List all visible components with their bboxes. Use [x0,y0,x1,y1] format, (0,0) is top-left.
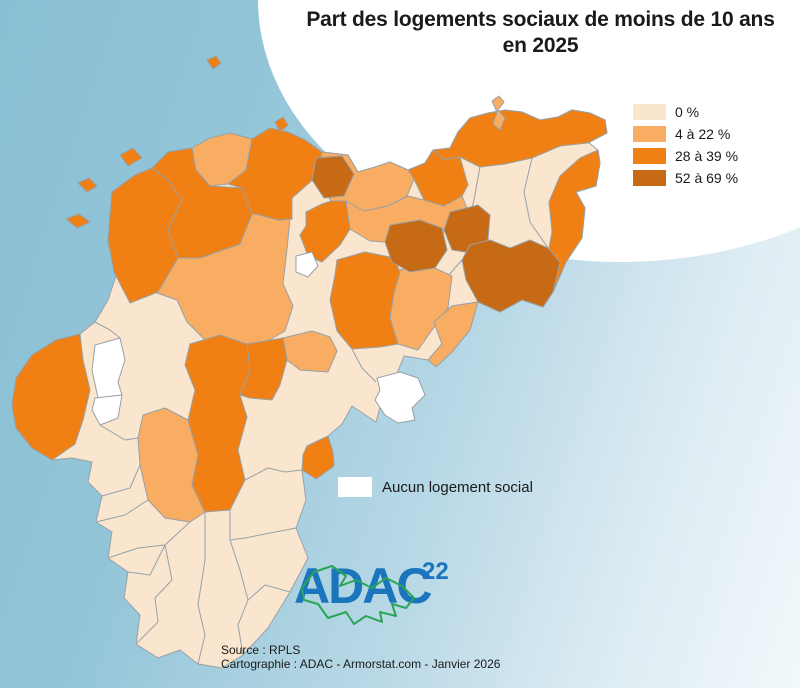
commune-borders [51,157,549,665]
regions-no-social-housing [91,251,426,426]
regions-28-39 [11,109,608,513]
source-line2: Cartographie : ADAC - Armorstat.com - Ja… [221,657,501,671]
legend-label: 28 à 39 % [675,148,739,164]
map-title: Part des logements sociaux de moins de 1… [288,7,793,59]
legend: 0 % 4 à 22 % 28 à 39 % 52 à 69 % [633,104,738,192]
legend-row: 0 % [633,104,738,120]
source-credits: Source : RPLS Cartographie : ADAC - Armo… [221,643,500,671]
legend-swatch-28-39pct [633,148,666,164]
legend-swatch-none [338,477,372,497]
legend-no-social-housing: Aucun logement social [338,477,533,497]
legend-label: 52 à 69 % [675,170,739,186]
regions-4-22 [137,132,479,523]
legend-label: 4 à 22 % [675,126,731,142]
map-title-line2: en 2025 [502,34,579,57]
source-line1: Source : RPLS [221,643,301,657]
legend-swatch-0pct [633,104,666,120]
legend-row: 52 à 69 % [633,170,738,186]
adac-logo-outline-icon [301,565,415,625]
legend-row: 4 à 22 % [633,126,738,142]
adac-logo: ADAC 22 [294,558,494,635]
legend-row: 28 à 39 % [633,148,738,164]
legend-label-none: Aucun logement social [382,478,533,496]
legend-swatch-52-69pct [633,170,666,186]
map-regions [11,55,608,669]
adac-logo-number: 22 [422,558,449,585]
islets [65,55,506,229]
regions-52-69 [311,155,561,313]
map-title-line1: Part des logements sociaux de moins de 1… [306,8,775,31]
legend-label: 0 % [675,104,700,120]
legend-swatch-4-22pct [633,126,666,142]
